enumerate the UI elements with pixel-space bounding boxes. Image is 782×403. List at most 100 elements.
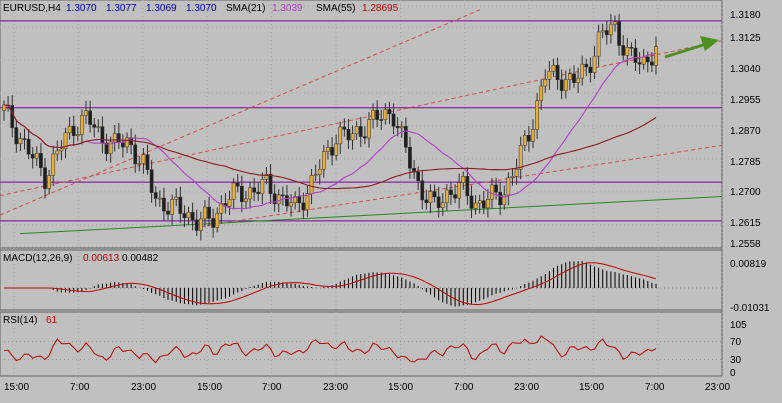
macd-signal-line [4,262,657,306]
candle-body [149,169,154,193]
candle-body [203,206,207,220]
candle-body [268,173,273,195]
candle-body [145,154,150,170]
candle-body [477,200,482,204]
candle-body [481,200,486,209]
candle-body [67,125,72,134]
candle-body [629,46,634,49]
candle-body [137,163,142,165]
candle-body [330,147,334,156]
time-tick-label: 23:00 [705,382,730,393]
candle-body [108,141,113,155]
price-tick-label: 1.2870 [730,126,761,137]
candle-body [436,196,441,208]
candle-body [641,56,646,65]
rsi-tick-label: 70 [730,337,742,348]
rsi-label: RSI(14) [3,315,37,326]
candle-body [551,64,556,72]
rsi-value: 61 [46,315,58,326]
candle-body [239,185,244,202]
candle-body [654,46,658,66]
candle-body [535,100,539,130]
trend-arrow-icon [664,36,719,59]
candle-body [432,191,437,198]
trend-channel [0,9,723,235]
candle-body [211,218,215,228]
rsi-tick-label: 105 [730,320,747,331]
candle-body [334,143,339,156]
candle-body [121,142,125,148]
price-tick-label: 1.3125 [730,33,761,44]
candle-body [588,66,593,74]
candle-body [387,109,392,115]
price-axis [722,0,782,403]
candle-body [162,197,166,212]
rsi-path [3,335,657,364]
candle-body [404,126,408,148]
candle-body [235,182,240,187]
candle-body [494,184,498,193]
candle-body [22,138,27,140]
candle-body [604,30,609,36]
candle-body [231,182,236,200]
candle-body [650,61,654,66]
rsi-pane[interactable] [0,311,723,377]
price-tick-label: 1.2558 [730,239,761,250]
candle-body [59,148,64,152]
candle-body [71,125,76,136]
candle-body [416,171,421,181]
candle-body [350,133,355,141]
candle-body [383,109,388,120]
candle-body [178,196,183,214]
candles [2,13,658,241]
sma21-value: 1.3039 [272,3,303,14]
candle-body [63,132,68,150]
candle-body [116,133,121,143]
candle-body [522,135,527,146]
candle-body [580,63,585,79]
candle-body [182,213,187,219]
candle-body [379,119,384,121]
sma55-line [3,104,657,190]
candle-body [248,187,252,200]
candle-body [2,104,6,111]
candle-body [547,70,552,80]
candle-body [186,211,191,219]
support-line [19,195,723,235]
price-tick-label: 1.2785 [730,157,761,168]
macd-header: MACD(12,26,9) 0.00613 0.00482 [3,253,159,264]
candle-body [363,136,367,139]
candle-body [112,133,117,143]
candle-body [502,194,507,206]
candle-body [26,138,31,155]
candle-body [510,176,515,178]
candle-body [125,137,129,148]
candle-body [449,189,453,195]
macd-tick-label: 0.00819 [730,259,767,270]
candle-body [342,126,347,130]
candle-body [141,154,146,164]
candle-body [129,137,133,146]
candle-body [285,195,289,207]
price-tick-label: 1.3180 [730,10,761,21]
candle-body [453,194,457,199]
candle-body [305,193,310,211]
candle-body [473,202,478,209]
candle-body [428,191,433,204]
horizontal-levels [0,20,722,222]
candle-body [440,202,445,208]
candle-body [617,21,621,46]
candle-body [584,63,589,68]
candle-body [563,79,568,91]
candle-body [227,199,232,207]
candle-body [39,153,43,168]
candle-body [514,169,519,177]
chart-header: EURUSD,H4 1.3070 1.3077 1.3069 1.3070 SM… [3,3,399,14]
candle-body [367,119,371,139]
candle-body [609,23,613,36]
candle-body [391,113,396,127]
time-tick-label: 7:00 [70,382,90,393]
candle-body [198,218,203,231]
